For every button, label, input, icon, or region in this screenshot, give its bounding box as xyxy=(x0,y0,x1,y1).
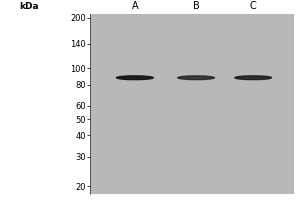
Text: A: A xyxy=(132,1,138,11)
Ellipse shape xyxy=(178,76,214,80)
Ellipse shape xyxy=(116,76,153,80)
Text: B: B xyxy=(193,1,200,11)
Ellipse shape xyxy=(235,76,272,80)
Text: C: C xyxy=(250,1,256,11)
Text: kDa: kDa xyxy=(19,2,39,11)
